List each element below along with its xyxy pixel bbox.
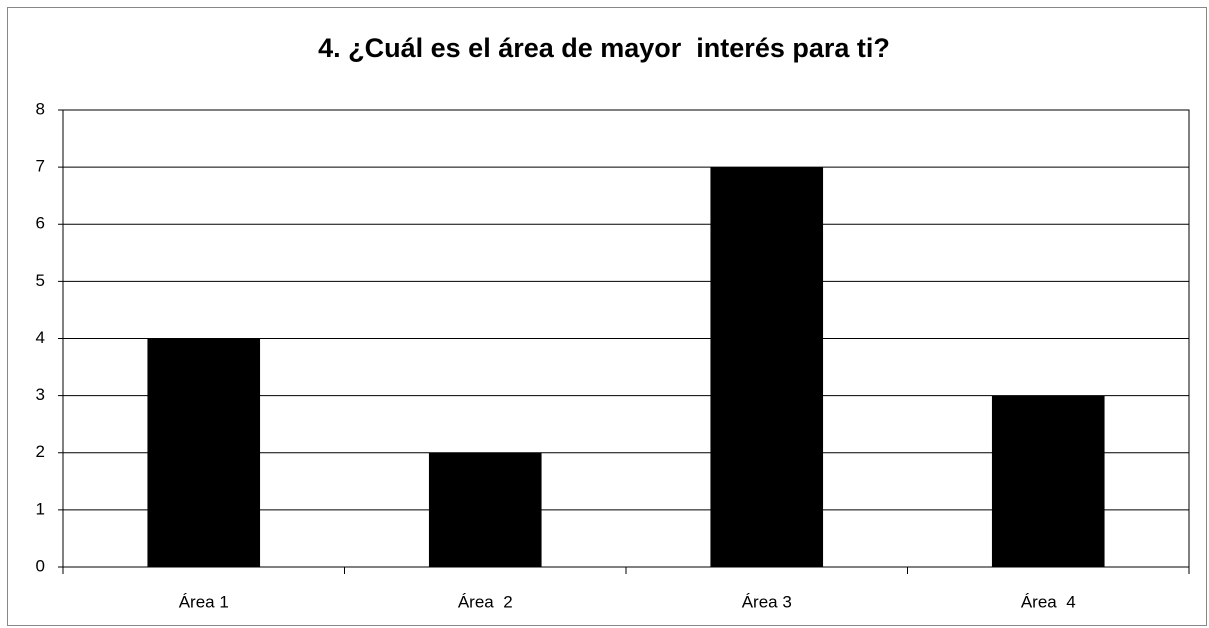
x-tick-label: Área 1: [179, 592, 229, 611]
y-tick-label: 5: [36, 271, 45, 290]
y-tick-label: 1: [36, 499, 45, 518]
bar: [428, 452, 542, 567]
y-tick-label: 8: [36, 99, 45, 118]
y-tick-label: 2: [36, 442, 45, 461]
y-tick-label: 7: [36, 157, 45, 176]
chart-title: 4. ¿Cuál es el área de mayor interés par…: [318, 33, 890, 63]
y-tick-label: 6: [36, 214, 45, 233]
x-tick-label: Área 3: [742, 592, 792, 611]
y-tick-label: 0: [36, 556, 45, 575]
y-tick-label: 3: [36, 385, 45, 404]
x-tick-label: Área 2: [458, 592, 513, 611]
x-tick-label: Área 4: [1021, 592, 1076, 611]
bar: [710, 167, 824, 567]
bar: [147, 338, 261, 567]
bar: [991, 395, 1105, 567]
y-tick-label: 4: [36, 328, 45, 347]
